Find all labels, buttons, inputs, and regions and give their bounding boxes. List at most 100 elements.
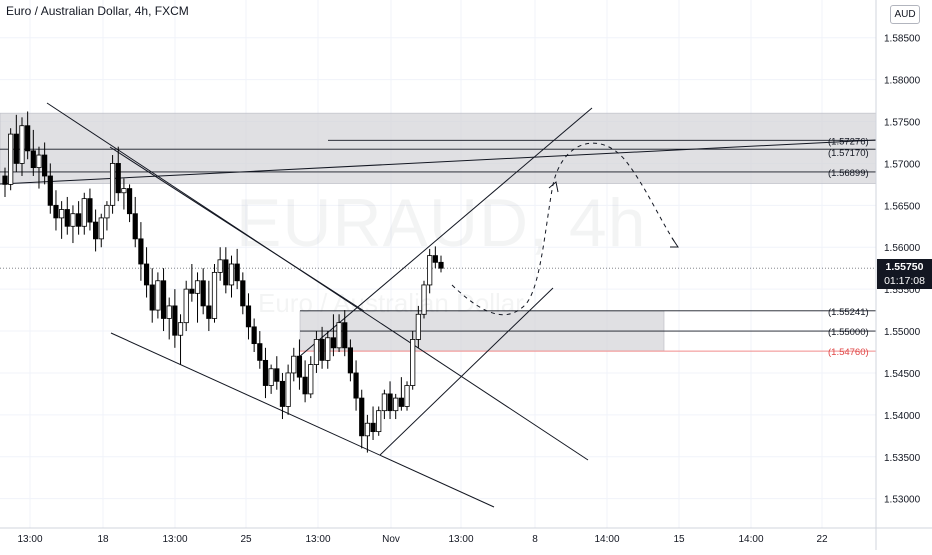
candle xyxy=(376,406,382,436)
candle xyxy=(115,146,121,202)
candle xyxy=(228,255,235,298)
projected-path xyxy=(451,142,677,316)
currency-button[interactable]: AUD xyxy=(890,5,920,24)
candle xyxy=(353,360,359,411)
x-tick-label: Nov xyxy=(382,534,400,545)
candle-body xyxy=(347,347,354,374)
candle xyxy=(143,247,150,298)
x-tick-label: 14:00 xyxy=(594,534,619,545)
last-price-value: 1.55750 xyxy=(885,261,924,273)
candle xyxy=(302,360,308,403)
candle xyxy=(149,268,155,323)
y-tick-label: 1.58000 xyxy=(884,76,921,87)
candle-body xyxy=(36,154,42,169)
candle-body xyxy=(217,259,223,273)
candle xyxy=(404,381,410,411)
price-levels: (1.57276)(1.57170)(1.56899)(1.55241)(1.5… xyxy=(0,136,876,358)
candle-body xyxy=(432,255,438,263)
candle-body xyxy=(42,154,48,177)
y-tick-label: 1.56000 xyxy=(884,243,921,254)
candle xyxy=(36,146,42,189)
candle xyxy=(415,305,421,348)
candle xyxy=(381,389,387,420)
candle xyxy=(42,142,48,185)
candle-body xyxy=(211,271,218,319)
candle-body xyxy=(13,133,19,164)
bar-countdown: 01:17:08 xyxy=(884,275,925,287)
candle xyxy=(132,196,138,248)
y-tick-label: 1.53000 xyxy=(884,495,921,506)
x-tick-label: 25 xyxy=(240,534,252,545)
candle xyxy=(104,201,110,231)
candle xyxy=(98,213,104,248)
candle xyxy=(285,364,291,415)
watermark-name: Euro / Australian Dollar xyxy=(258,288,524,319)
candle-body xyxy=(251,326,257,345)
candle xyxy=(347,339,354,382)
x-tick-label: 13:00 xyxy=(17,534,42,545)
candle xyxy=(200,268,206,315)
x-tick-label: 8 xyxy=(532,534,538,545)
x-tick-label: 18 xyxy=(97,534,109,545)
candle-body xyxy=(381,393,387,412)
candle xyxy=(30,129,36,176)
candle-body xyxy=(200,280,206,307)
candle-body xyxy=(257,343,263,361)
candle-body xyxy=(302,376,308,395)
candle-body xyxy=(319,339,325,361)
y-tick-label: 1.57500 xyxy=(884,118,921,129)
candle-body xyxy=(268,368,274,386)
candle xyxy=(257,331,263,369)
candle xyxy=(121,178,127,210)
candle-body xyxy=(359,397,365,437)
candle-body xyxy=(87,198,93,223)
y-tick-label: 1.55500 xyxy=(884,285,921,296)
x-tick-label: 14:00 xyxy=(738,534,763,545)
candle xyxy=(393,393,399,420)
y-tick-label: 1.57000 xyxy=(884,159,921,170)
candle-body xyxy=(404,385,410,407)
candle xyxy=(251,318,257,352)
y-tick-label: 1.55000 xyxy=(884,327,921,338)
candle xyxy=(319,326,325,369)
trend-line xyxy=(298,107,593,358)
x-tick-label: 13:00 xyxy=(162,534,187,545)
grid xyxy=(0,0,876,528)
candle xyxy=(194,272,201,323)
candle xyxy=(359,389,365,449)
candle-body xyxy=(115,163,121,194)
candle xyxy=(47,163,53,214)
candle xyxy=(438,255,444,273)
candle-body xyxy=(245,305,252,328)
candle-body xyxy=(70,213,76,227)
candle-body xyxy=(30,150,36,169)
candle-body xyxy=(177,322,184,336)
level-label: (1.56899) xyxy=(828,168,869,179)
level-label: (1.57170) xyxy=(828,148,869,159)
candle-body xyxy=(53,204,59,219)
candle-body xyxy=(274,368,280,382)
candle-body xyxy=(285,372,291,407)
trend-drawings xyxy=(0,102,877,508)
x-tick-label: 22 xyxy=(816,534,828,545)
candle xyxy=(313,331,320,373)
candle-body xyxy=(59,209,65,219)
candle xyxy=(70,205,76,244)
candle xyxy=(217,247,223,281)
candle-body xyxy=(308,364,314,395)
candle-body xyxy=(183,288,189,324)
candle-body xyxy=(228,263,235,286)
candle xyxy=(138,222,144,281)
candle-body xyxy=(370,422,376,433)
y-tick-label: 1.54000 xyxy=(884,411,921,422)
candle-body xyxy=(325,337,331,361)
x-tick-label: 13:00 xyxy=(305,534,330,545)
candle xyxy=(53,190,59,231)
candle xyxy=(223,247,229,294)
candle xyxy=(81,192,87,235)
candle xyxy=(25,111,31,160)
candle xyxy=(336,314,342,352)
candle-body xyxy=(64,209,70,227)
